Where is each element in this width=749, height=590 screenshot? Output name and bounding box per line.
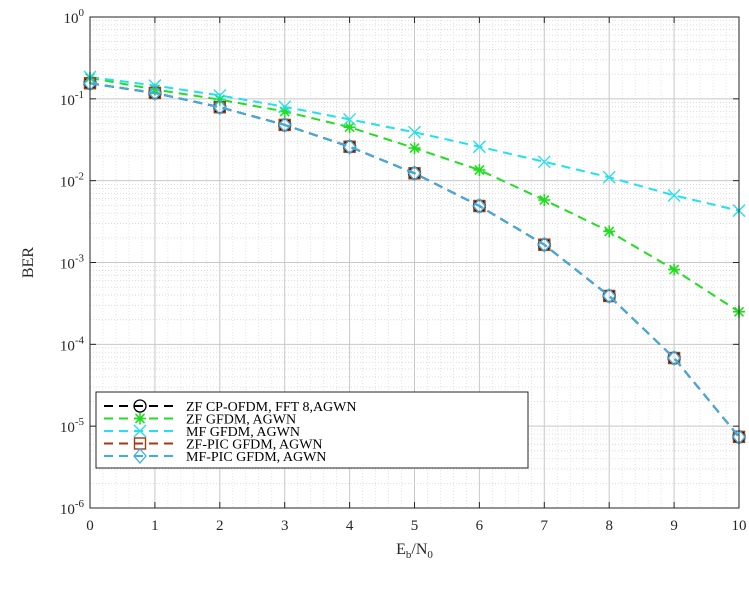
data-point-diamond [537,236,552,253]
marker-stroke [134,413,146,424]
series-line [89,76,740,212]
y-tick-label: 10-4 [60,334,85,354]
legend-label: ZF-PIC GFDM, AGWN [186,438,323,453]
y-tick-label: 10-1 [60,89,84,109]
marker-stroke [343,112,357,126]
data-point-diamond [407,165,422,182]
data-point-diamond [133,448,147,464]
data-point-circle [133,399,147,413]
data-point-asterisk [668,263,681,276]
data-point-x [133,424,147,438]
y-tick-label: 100 [64,7,85,27]
x-tick-label: 0 [86,518,94,534]
x-axis-label-main: E [396,541,406,558]
x-axis-label: Eb/N0 [396,541,433,561]
data-point-asterisk [538,194,551,207]
data-point-diamond [602,287,617,304]
marker-stroke [278,100,292,114]
data-point-x [343,112,357,126]
series-line [89,82,740,438]
x-tick-label: 9 [670,518,678,534]
legend-label: ZF CP-OFDM, FFT 8,AGWN [186,400,357,415]
legend-label: MF-PIC GFDM, AGWN [186,450,326,465]
x-tick-label: 1 [151,518,159,534]
y-tick-label: 10-5 [60,416,85,436]
marker-stroke [604,226,615,237]
legend-entry: MF-PIC GFDM, AGWN [104,448,326,465]
data-point-diamond [148,84,162,101]
legend-label: ZF GFDM, AGWN [186,413,296,428]
legend-entry: MF GFDM, AGWN [104,424,300,440]
data-point-asterisk [473,164,486,177]
data-point-x [667,188,681,202]
marker-stroke [667,188,681,202]
y-axis-label: BER [20,247,37,278]
data-point-diamond [472,198,487,215]
data-point-asterisk [278,105,291,118]
x-tick-label: 8 [605,518,613,534]
marker-stroke [474,164,485,176]
x-tick-label: 5 [411,518,419,534]
marker-stroke [602,170,616,184]
x-tick-label: 7 [541,518,549,534]
data-point-x [602,170,616,184]
marker-stroke [539,194,550,206]
data-point-x [472,140,486,154]
legend-entry: ZF CP-OFDM, FFT 8,AGWN [104,399,357,415]
data-point-asterisk [343,121,356,134]
x-tick-label: 10 [732,518,747,534]
data-point-x [278,100,292,114]
marker-stroke [213,88,227,102]
data-point-x [213,88,227,102]
data-point-diamond [667,350,681,367]
data-point-diamond [212,99,227,116]
y-tick-label: 10-3 [60,253,85,273]
x-tick-label: 2 [216,518,224,534]
marker-stroke [133,424,147,438]
x-axis-label-sub2: 0 [427,549,433,561]
x-tick-label: 3 [281,518,289,534]
data-point-x [408,125,421,139]
y-tick-label: 10-6 [60,498,85,518]
x-tick-label: 4 [346,518,354,534]
legend-label: MF GFDM, AGWN [186,425,300,440]
y-tick-label: 10-2 [60,171,84,191]
marker-stroke [409,143,420,154]
data-point-diamond [342,138,357,155]
marker-stroke [669,264,680,275]
marker-stroke [472,140,486,154]
x-axis-label-sep: /N [411,541,427,558]
legend-entry: ZF GFDM, AGWN [104,412,296,428]
data-point-asterisk [408,142,421,155]
ticks: 0 1 2 3 4 5 6 7 8 9 10 100 10-1 10-2 10-3 10-4 10-5 10-6 [60,7,747,534]
axis-labels: BER Eb/N0 [20,247,433,561]
marker-stroke [408,125,421,139]
x-axis-label-sub1: b [406,549,412,561]
data-point-diamond [277,116,292,133]
series-5 [83,75,746,445]
marker-stroke [537,155,551,169]
data-point-asterisk [603,225,616,238]
data-point-asterisk [134,412,146,425]
marker-stroke [344,122,355,133]
x-tick-label: 6 [476,518,484,534]
data-point-x [537,155,551,169]
marker-stroke [279,106,290,117]
series-layer [83,70,746,445]
